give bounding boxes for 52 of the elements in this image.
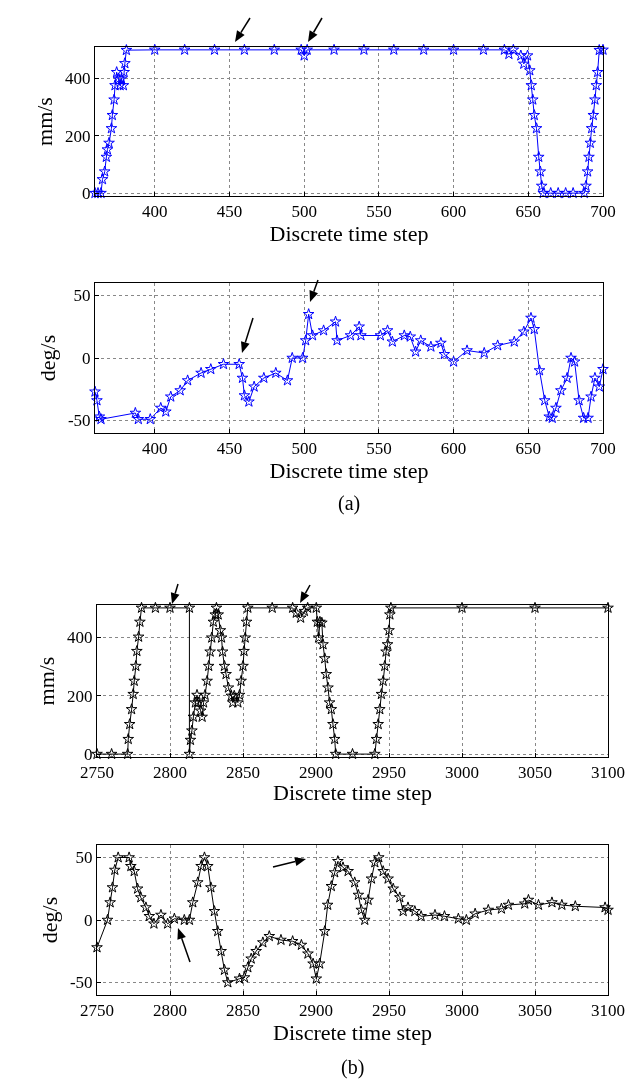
x-tick-label: 700: [590, 202, 616, 222]
x-tick-label: 400: [142, 439, 168, 459]
x-tick-label: 2750: [80, 1001, 114, 1021]
y-axis-title: mm/s: [31, 97, 57, 146]
x-tick-label: 3000: [445, 763, 479, 783]
text: (b): [341, 1056, 365, 1079]
y-tick-label: 0: [82, 184, 91, 204]
y-axis-title: mm/s: [33, 656, 59, 706]
y-tick-label: -50: [67, 411, 91, 431]
x-tick-label: 2800: [153, 1001, 187, 1021]
x-axis-title: Discrete time step: [273, 1020, 432, 1046]
y-axis-title: deg/s: [34, 334, 60, 382]
x-tick-label: 3100: [591, 763, 625, 783]
y-tick-label: 0: [82, 348, 91, 368]
y-tick-label: 400: [65, 69, 91, 89]
y-tick-label: 200: [67, 686, 93, 706]
x-tick-label: 2950: [372, 763, 406, 783]
x-axis-title: Discrete time step: [269, 221, 429, 247]
x-axis-title: Discrete time step: [269, 458, 429, 484]
x-tick-label: 650: [515, 202, 542, 222]
text: (a): [338, 492, 361, 515]
x-tick-label: 650: [515, 439, 542, 459]
x-tick-label: 500: [291, 202, 317, 222]
x-tick-label: 3000: [445, 1001, 479, 1021]
y-tick-label: 0: [84, 745, 93, 765]
x-tick-label: 450: [216, 202, 243, 222]
x-tick-label: 500: [291, 439, 317, 459]
y-tick-label: 200: [65, 126, 91, 146]
y-tick-label: 50: [73, 286, 91, 306]
x-tick-label: 450: [216, 439, 243, 459]
x-tick-label: 600: [440, 439, 467, 459]
x-tick-label: 2850: [226, 763, 260, 783]
x-tick-label: 3050: [518, 763, 552, 783]
y-tick-label: 400: [67, 628, 93, 648]
x-tick-label: 2800: [153, 763, 187, 783]
x-tick-label: 550: [366, 439, 392, 459]
x-tick-label: 600: [440, 202, 467, 222]
x-tick-label: 3050: [518, 1001, 552, 1021]
x-tick-label: 2750: [80, 763, 114, 783]
x-tick-label: 2900: [299, 763, 333, 783]
y-tick-label: 0: [84, 910, 93, 930]
x-tick-label: 550: [366, 202, 392, 222]
x-axis-title: Discrete time step: [273, 780, 432, 805]
x-tick-label: 2850: [226, 1001, 260, 1021]
x-tick-label: 2900: [299, 1001, 333, 1021]
y-axis-title: deg/s: [36, 896, 62, 944]
x-tick-label: 700: [590, 439, 616, 459]
x-tick-label: 2950: [372, 1001, 406, 1021]
y-tick-label: 50: [75, 848, 93, 868]
x-tick-label: 3100: [591, 1001, 625, 1021]
y-tick-label: -50: [69, 973, 93, 993]
x-tick-label: 400: [142, 202, 168, 222]
